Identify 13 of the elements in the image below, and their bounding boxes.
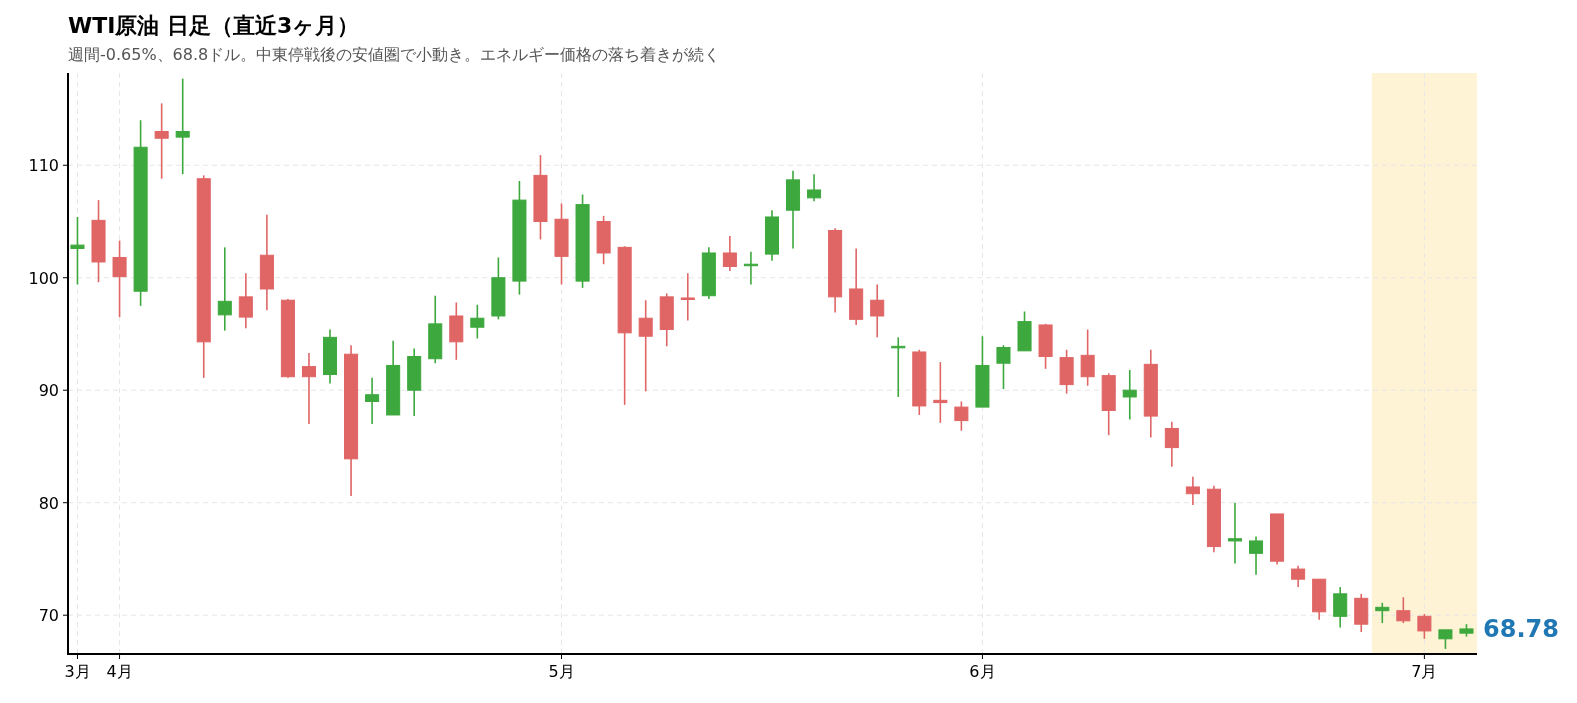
y-tick-label: 110 bbox=[28, 156, 59, 176]
text: 68.78 bbox=[1483, 614, 1559, 643]
y-tick-label: 80 bbox=[38, 493, 59, 513]
x-tick-label: 5月 bbox=[548, 662, 575, 681]
x-tick-label: 4月 bbox=[106, 662, 133, 681]
chart-title: WTI原油 日足（直近3ヶ月） bbox=[68, 13, 360, 38]
x-tick-label: 7月 bbox=[1411, 662, 1438, 681]
chart-subtitle: 週間-0.65%、68.8ドル。中東停戦後の安値圏で小動き。エネルギー価格の落ち着きが続く bbox=[68, 45, 721, 64]
y-tick-label: 70 bbox=[38, 606, 59, 626]
y-tick-label: 90 bbox=[38, 381, 59, 401]
x-tick-label: 6月 bbox=[969, 662, 996, 681]
y-tick-label: 100 bbox=[28, 268, 59, 288]
x-tick-label: 3月 bbox=[64, 662, 91, 681]
